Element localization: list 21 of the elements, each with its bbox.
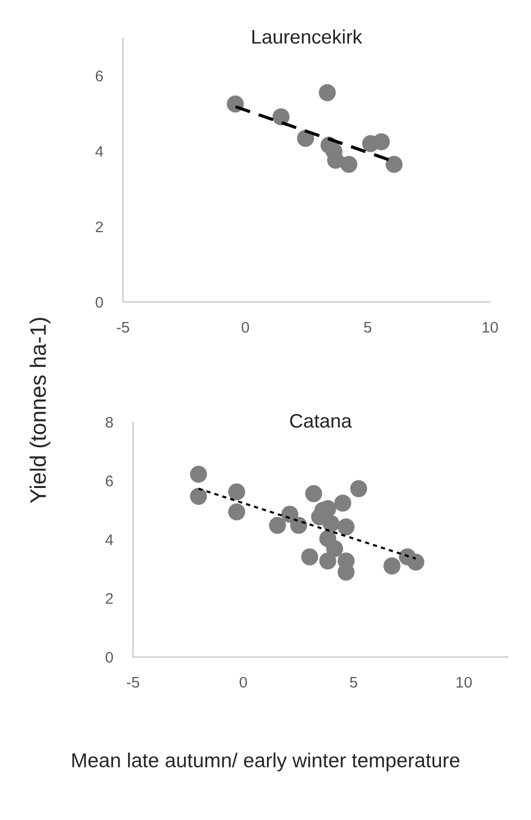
y-tick-label: 4: [95, 146, 104, 157]
x-tick-label: 10: [482, 322, 498, 333]
x-tick-label: 5: [364, 322, 372, 333]
y-tick-label: 4: [105, 534, 114, 546]
x-tick-label: 10: [456, 676, 472, 688]
chart-title: Catana: [290, 414, 352, 428]
x-tick-label: 5: [350, 677, 358, 688]
y-tick-label: 0: [106, 652, 113, 663]
x-tick-label: -5: [116, 322, 130, 333]
y-tick-label: 8: [106, 416, 113, 428]
x-tick-label: 0: [242, 322, 249, 333]
x-tick-label: -5: [126, 677, 140, 688]
y-tick-label: 2: [106, 593, 113, 604]
y-tick-label: 6: [106, 476, 113, 486]
y-tick-label: 6: [96, 70, 103, 82]
x-axis-title: Mean late autumn/ early winter temperature: [72, 752, 460, 772]
chart-title: Laurencekirk: [252, 29, 362, 44]
y-tick-label: 2: [96, 221, 103, 232]
y-tick-label: 0: [96, 296, 103, 308]
y-axis-title: Yield (tonnes ha-1): [30, 318, 50, 503]
x-tick-label: 0: [240, 676, 247, 688]
